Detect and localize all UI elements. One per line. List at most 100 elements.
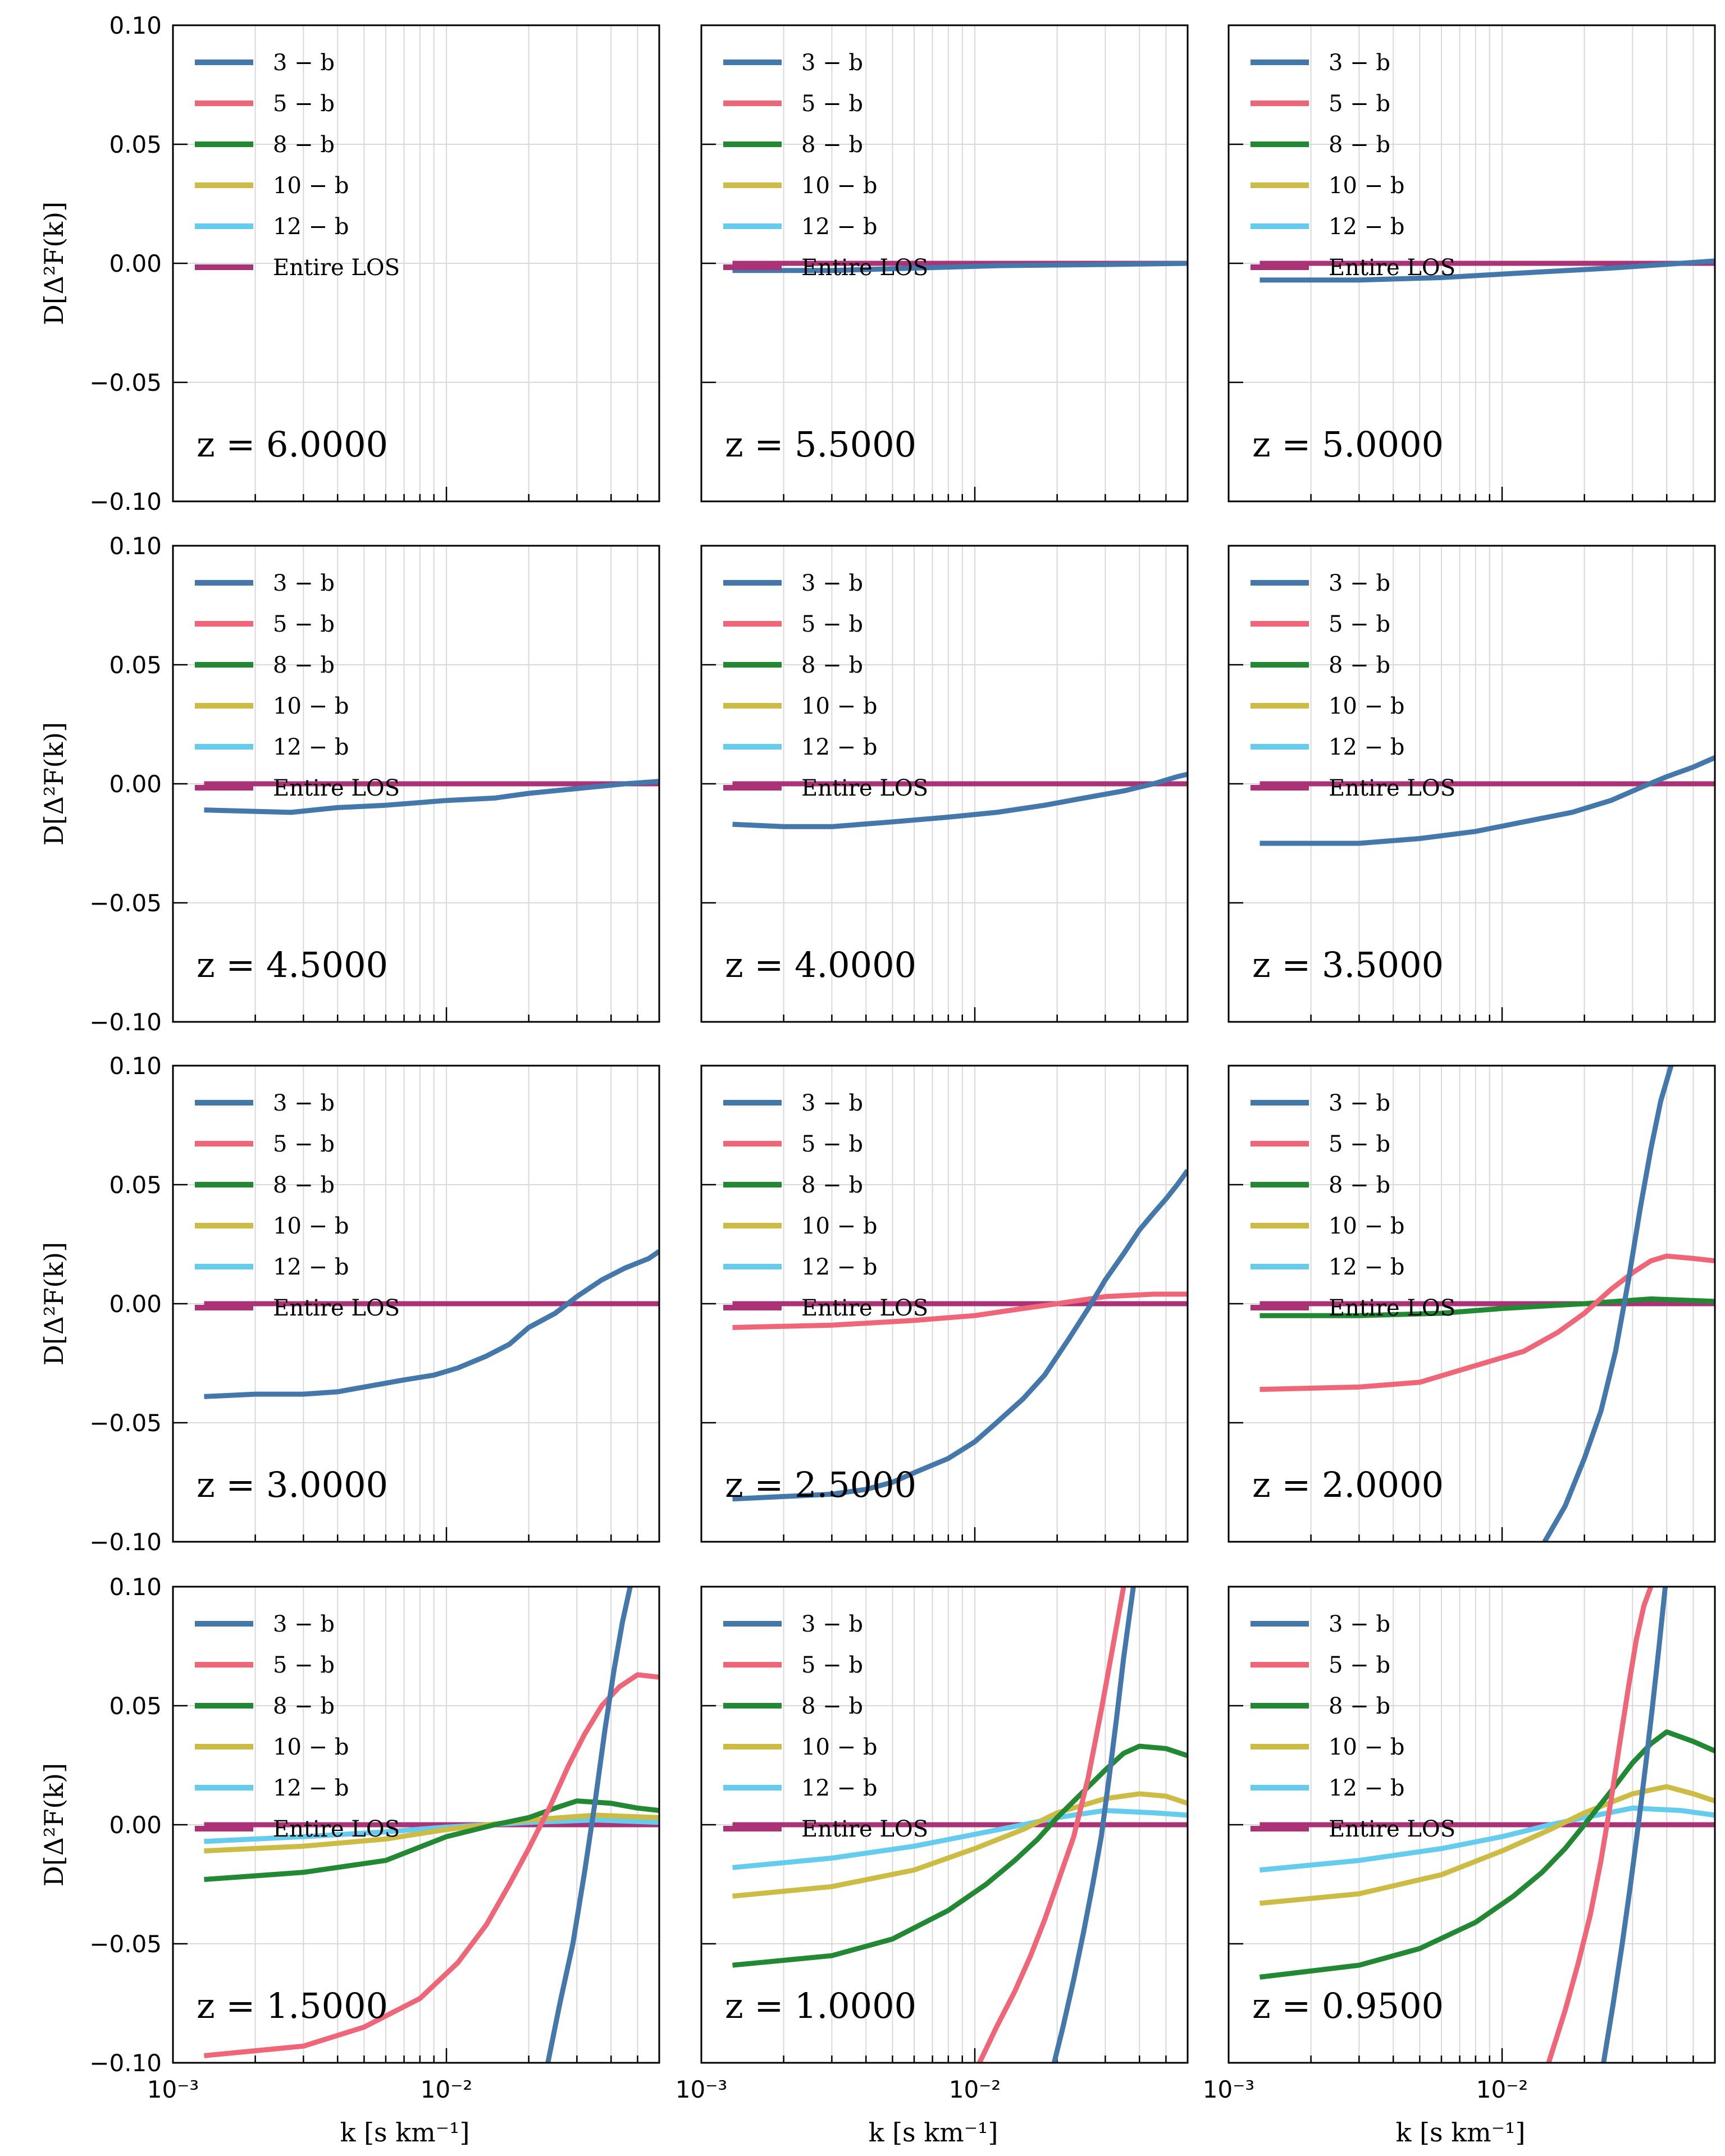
legend-label: 10 − b xyxy=(273,1734,349,1760)
legend-label: 8 − b xyxy=(801,1172,863,1198)
legend-label: Entire LOS xyxy=(801,1816,928,1842)
redshift-label: z = 3.0000 xyxy=(197,1464,388,1505)
redshift-label: z = 3.5000 xyxy=(1252,944,1444,985)
series-line xyxy=(732,771,1188,829)
legend-label: 10 − b xyxy=(1329,173,1404,199)
legend-label: 12 − b xyxy=(801,214,877,240)
series-group xyxy=(1259,1066,1715,1542)
legend-label: 8 − b xyxy=(1329,1172,1390,1198)
legend-label: Entire LOS xyxy=(273,1295,400,1321)
legend-label: Entire LOS xyxy=(273,775,400,801)
legend-label: 8 − b xyxy=(273,1693,335,1719)
y-tick-label: 0.10 xyxy=(109,1052,162,1080)
y-axis-label: D[Δ²F(k)] xyxy=(39,1242,69,1365)
legend-label: 8 − b xyxy=(273,132,335,158)
legend-label: 5 − b xyxy=(801,1131,863,1157)
series-line xyxy=(545,1587,633,2063)
legend-label: Entire LOS xyxy=(1329,775,1455,801)
legend: 3 − b 5 − b 8 − b 10 − b 12 − b Entire LOS xyxy=(723,50,928,281)
legend-label: 12 − b xyxy=(273,734,349,760)
legend-label: 3 − b xyxy=(273,1090,335,1116)
redshift-label: z = 5.5000 xyxy=(725,424,916,465)
legend-label: Entire LOS xyxy=(1329,1816,1455,1842)
panel: 3 − b 5 − b 8 − b 10 − b 12 − b Entire LOS z =… xyxy=(1227,545,1716,1023)
series-group xyxy=(204,1249,659,1399)
panel-frame xyxy=(700,24,1189,503)
y-axis-label: D[Δ²F(k)] xyxy=(39,1763,69,1886)
series-line xyxy=(977,1587,1126,2063)
panel: 3 − b 5 − b 8 − b 10 − b 12 − b Entire LOS z =… xyxy=(39,532,660,1036)
series-line xyxy=(204,779,659,815)
legend-label: 5 − b xyxy=(801,1652,863,1678)
series-line xyxy=(1259,755,1715,846)
legend-label: 8 − b xyxy=(1329,132,1390,158)
panel: 3 − b 5 − b 8 − b 10 − b 12 − b Entire LOS z =… xyxy=(700,1065,1189,1543)
legend-label: 3 − b xyxy=(801,1611,863,1637)
x-tick-label: 10⁻³ xyxy=(1203,2076,1254,2103)
legend-label: 3 − b xyxy=(801,1090,863,1116)
panel-frame xyxy=(700,1586,1189,2064)
legend-label: Entire LOS xyxy=(801,1295,928,1321)
panel: 3 − b 5 − b 8 − b 10 − b 12 − b Entire LOS z =… xyxy=(39,1573,660,2103)
x-tick-label: 10⁻² xyxy=(1476,2076,1528,2103)
legend-label: 8 − b xyxy=(801,1693,863,1719)
panel-frame xyxy=(1227,1586,1716,2064)
y-axis-label: D[Δ²F(k)] xyxy=(39,722,69,846)
y-tick-label: −0.10 xyxy=(89,2049,162,2077)
y-tick-label: −0.10 xyxy=(89,1528,162,1556)
legend-label: 5 − b xyxy=(1329,1131,1390,1157)
legend-label: 5 − b xyxy=(801,91,863,117)
y-tick-label: 0.00 xyxy=(109,1811,162,1839)
legend-label: 3 − b xyxy=(1329,1090,1390,1116)
panel: 3 − b 5 − b 8 − b 10 − b 12 − b Entire LOS z =… xyxy=(1227,24,1716,503)
legend-label: Entire LOS xyxy=(1329,255,1455,281)
series-line xyxy=(1259,1253,1715,1392)
legend-label: 8 − b xyxy=(1329,1693,1390,1719)
legend-label: 5 − b xyxy=(273,611,335,637)
legend-label: 5 − b xyxy=(273,1652,335,1678)
y-tick-label: 0.00 xyxy=(109,770,162,798)
legend-label: 8 − b xyxy=(801,652,863,678)
legend-label: 10 − b xyxy=(273,693,349,719)
legend-label: 3 − b xyxy=(1329,50,1390,76)
legend-label: 8 − b xyxy=(273,1172,335,1198)
legend-label: 12 − b xyxy=(273,1254,349,1280)
legend-label: 12 − b xyxy=(801,734,877,760)
series-line xyxy=(732,1791,1188,1899)
redshift-label: z = 4.0000 xyxy=(725,944,916,985)
series-line xyxy=(1259,1729,1715,1980)
panel-frame xyxy=(700,545,1189,1023)
legend-label: 10 − b xyxy=(801,173,877,199)
y-tick-label: −0.05 xyxy=(89,1409,162,1437)
series-group xyxy=(732,771,1188,829)
legend-label: Entire LOS xyxy=(1329,1295,1455,1321)
axis-ticks xyxy=(172,545,660,1023)
legend-label: 10 − b xyxy=(273,173,349,199)
legend-label: 5 − b xyxy=(273,1131,335,1157)
x-tick-label: 10⁻² xyxy=(421,2076,472,2103)
series-line xyxy=(1259,1784,1715,1906)
redshift-label: z = 2.0000 xyxy=(1252,1464,1444,1505)
series-line xyxy=(1051,1587,1136,2063)
legend: 3 − b 5 − b 8 − b 10 − b 12 − b Entire LOS xyxy=(195,1611,400,1842)
series-line xyxy=(1259,258,1715,283)
legend-label: 3 − b xyxy=(801,570,863,596)
y-axis-label: D[Δ²F(k)] xyxy=(39,202,69,325)
legend-label: 5 − b xyxy=(1329,91,1390,117)
legend-label: 12 − b xyxy=(273,214,349,240)
series-line xyxy=(732,1808,1188,1870)
x-axis-label: k [s km⁻¹] xyxy=(340,2117,470,2148)
legend-label: 5 − b xyxy=(801,611,863,637)
y-tick-label: 0.10 xyxy=(109,12,162,39)
legend-label: 8 − b xyxy=(1329,652,1390,678)
series-line xyxy=(732,1743,1188,1968)
series-line xyxy=(204,1798,659,1882)
legend-label: 5 − b xyxy=(1329,611,1390,637)
legend-label: 12 − b xyxy=(273,1775,349,1801)
series-line xyxy=(204,1672,659,2058)
panel-frame xyxy=(1227,545,1716,1023)
legend: 3 − b 5 − b 8 − b 10 − b 12 − b Entire LOS xyxy=(723,1611,928,1842)
legend-label: 12 − b xyxy=(1329,734,1404,760)
axis-ticks xyxy=(1227,1586,1716,2064)
legend-label: 12 − b xyxy=(1329,1254,1404,1280)
